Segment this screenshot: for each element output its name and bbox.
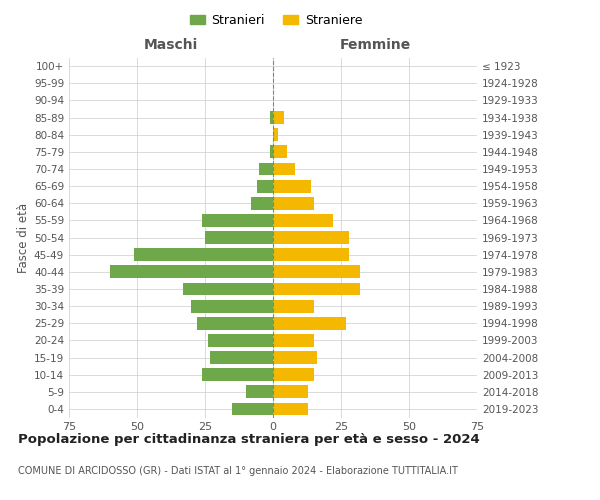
Bar — [197, 317, 273, 330]
Bar — [183, 282, 273, 296]
Y-axis label: Fasce di età: Fasce di età — [17, 202, 30, 272]
Text: Popolazione per cittadinanza straniera per età e sesso - 2024: Popolazione per cittadinanza straniera p… — [18, 432, 480, 446]
Bar — [208, 334, 273, 347]
Bar — [273, 402, 308, 415]
Bar — [211, 351, 273, 364]
Bar — [273, 266, 360, 278]
Bar — [273, 128, 278, 141]
Bar — [202, 214, 273, 227]
Bar — [270, 111, 273, 124]
Legend: Stranieri, Straniere: Stranieri, Straniere — [185, 8, 367, 32]
Bar — [273, 146, 287, 158]
Bar — [191, 300, 273, 312]
Bar — [205, 231, 273, 244]
Bar — [273, 214, 333, 227]
Bar — [273, 351, 317, 364]
Bar — [273, 317, 346, 330]
Bar — [273, 197, 314, 209]
Bar — [202, 368, 273, 381]
Bar — [251, 197, 273, 209]
Bar — [134, 248, 273, 261]
Bar — [110, 266, 273, 278]
Bar — [273, 300, 314, 312]
Bar — [257, 180, 273, 192]
Bar — [273, 368, 314, 381]
Bar — [273, 282, 360, 296]
Bar — [273, 386, 308, 398]
Bar — [232, 402, 273, 415]
Bar — [273, 162, 295, 175]
Bar — [273, 231, 349, 244]
Text: Femmine: Femmine — [340, 38, 410, 52]
Bar — [270, 146, 273, 158]
Bar — [273, 248, 349, 261]
Bar — [273, 111, 284, 124]
Bar — [273, 180, 311, 192]
Bar — [246, 386, 273, 398]
Text: COMUNE DI ARCIDOSSO (GR) - Dati ISTAT al 1° gennaio 2024 - Elaborazione TUTTITAL: COMUNE DI ARCIDOSSO (GR) - Dati ISTAT al… — [18, 466, 458, 476]
Text: Maschi: Maschi — [144, 38, 198, 52]
Bar — [259, 162, 273, 175]
Bar — [273, 334, 314, 347]
